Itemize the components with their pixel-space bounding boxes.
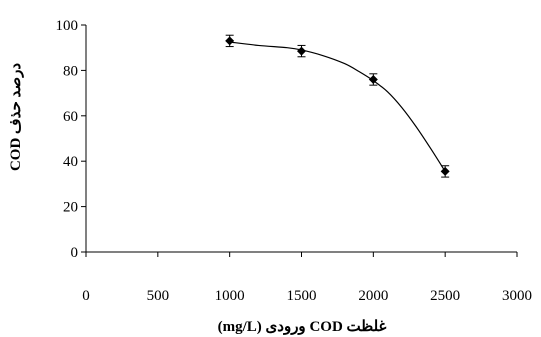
data-point-diamond: [368, 74, 378, 84]
x-tick-label: 500: [147, 288, 170, 304]
fit-curve: [229, 41, 446, 172]
y-tick-label: 80: [63, 63, 78, 79]
y-tick-label: 100: [56, 18, 79, 34]
x-tick-label: 1500: [287, 288, 317, 304]
x-tick-label: 2000: [358, 288, 388, 304]
fit-line: [229, 41, 446, 172]
data-point-diamond: [297, 46, 306, 56]
data-point-diamond: [440, 166, 450, 176]
y-axis-ticks: 0 20 40 60 80 100: [56, 18, 86, 261]
y-tick-label: 40: [63, 154, 78, 170]
x-tick-label: 3000: [502, 288, 532, 304]
y-tick-label: 20: [63, 200, 78, 216]
x-tick-label: 2500: [430, 288, 460, 304]
y-tick-label: 0: [71, 245, 79, 261]
y-axis-title: درصد حذف COD: [8, 63, 24, 171]
y-tick-label: 60: [63, 109, 78, 125]
x-axis-title: غلظت COD ورودی (mg/L): [218, 319, 387, 335]
chart-axes: [85, 25, 517, 253]
x-axis-ticks: 0 500 1000 1500 2000 2500 3000: [82, 252, 532, 304]
data-points: [225, 36, 450, 176]
x-tick-label: 1000: [215, 288, 245, 304]
x-tick-label: 0: [82, 288, 90, 304]
data-point-diamond: [225, 36, 235, 46]
error-bars: [225, 34, 450, 178]
